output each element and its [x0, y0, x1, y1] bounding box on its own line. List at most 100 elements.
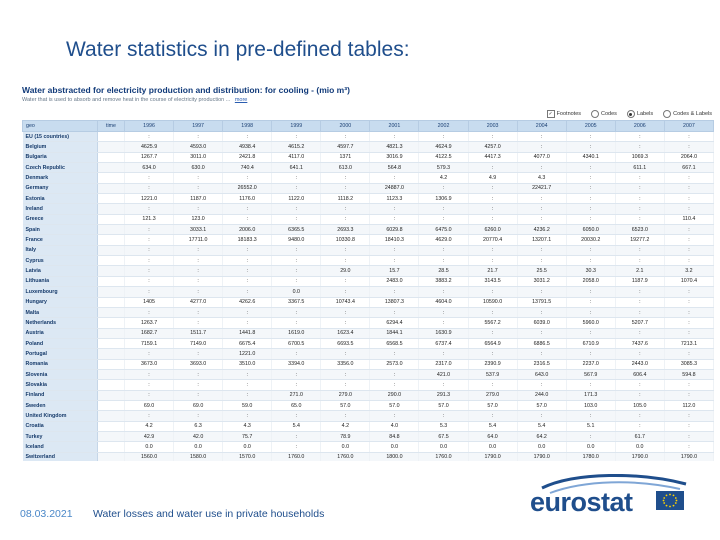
table-cell: :: [615, 131, 665, 143]
table-cell: :: [369, 379, 420, 391]
table-cell: [97, 328, 125, 339]
table-cell: :: [222, 286, 273, 298]
table-cell: :: [173, 131, 224, 143]
table-cell: :: [124, 234, 175, 246]
table-cell: 5.4: [517, 421, 567, 432]
table-cell: 5.3: [418, 421, 469, 432]
row-label: Spain: [22, 224, 98, 236]
table-cell: 0.0: [369, 441, 420, 453]
table-cell: 3367.5: [271, 297, 322, 308]
table-cell: 3693.0: [173, 359, 224, 370]
dataset-description: Water that is used to absorb and remove …: [22, 97, 231, 103]
table-cell: 291.3: [418, 390, 469, 401]
table-row: Malta::::::::::::: [22, 307, 715, 319]
radio-selected-icon[interactable]: [626, 110, 635, 118]
table-cell: [97, 183, 125, 195]
table-cell: 6564.9: [468, 338, 518, 350]
column-header[interactable]: time: [97, 120, 125, 132]
column-header[interactable]: 2002: [418, 120, 469, 132]
table-cell: 57.0: [369, 400, 420, 412]
table-cell: 6675.4: [222, 338, 273, 350]
column-header[interactable]: 2001: [369, 120, 420, 132]
more-link[interactable]: more: [234, 97, 248, 103]
table-cell: 606.4: [615, 369, 665, 381]
table-cell: :: [615, 297, 665, 308]
option-labels[interactable]: Labels: [626, 110, 653, 118]
column-header[interactable]: 1996: [123, 120, 175, 132]
table-cell: 6475.0: [418, 224, 469, 236]
table-cell: :: [664, 431, 715, 443]
table-cell: 10330.8: [320, 234, 371, 246]
table-cell: :: [124, 245, 175, 257]
table-cell: :: [517, 286, 567, 298]
table-row: Netherlands 1263.7::::6294.4:5567.2 6039.0…: [22, 317, 715, 329]
column-header[interactable]: geo: [22, 120, 98, 132]
table-cell: :: [615, 245, 665, 257]
table-cell: 64.0: [468, 431, 518, 443]
option-codes[interactable]: Codes: [591, 110, 617, 118]
table-cell: 271.0: [271, 390, 322, 401]
table-cell: [97, 359, 125, 370]
table-cell: 613.0: [320, 162, 371, 174]
column-header[interactable]: 1999: [271, 120, 322, 132]
checkbox-checked-icon[interactable]: ✓: [546, 110, 555, 118]
table-row: Lithuania:::::2483.0 3883.2 3143.5 3031.2 20…: [22, 276, 715, 288]
row-label: Estonia: [22, 193, 98, 205]
table-cell: :: [517, 328, 567, 339]
column-header[interactable]: 2007: [663, 120, 715, 132]
table-row: Latvia::::29.0 15.7 28.5 21.7 25.5 30.3 2.1 3.2: [22, 265, 715, 277]
table-cell: [97, 441, 125, 453]
column-header[interactable]: 2005: [565, 120, 616, 132]
table-cell: :: [173, 369, 224, 381]
column-header[interactable]: 2004: [516, 120, 567, 132]
table-row: Czech Republic 634.0 630.0 740.4 641.1 613.0 5…: [22, 162, 715, 174]
row-label: Turkey: [22, 431, 98, 443]
column-header[interactable]: 2000: [320, 120, 371, 132]
column-header[interactable]: 1998: [222, 120, 273, 132]
radio-icon[interactable]: [663, 110, 672, 118]
table-cell: 4821.3: [369, 141, 420, 153]
table-cell: :: [271, 214, 322, 226]
table-cell: :: [418, 286, 469, 298]
table-cell: :: [222, 307, 273, 319]
table-cell: :: [664, 441, 715, 453]
table-cell: :: [173, 410, 224, 422]
table-cell: 1371: [320, 152, 371, 164]
table-cell: :: [271, 441, 322, 453]
table-cell: 4257.0: [468, 141, 518, 153]
table-cell: 61.7: [615, 431, 665, 443]
table-cell: :: [124, 183, 175, 195]
table-cell: :: [124, 348, 175, 360]
table-cell: :: [418, 317, 469, 329]
table-cell: 279.0: [468, 390, 518, 401]
radio-icon[interactable]: [591, 110, 600, 118]
table-cell: 1790.0: [615, 452, 665, 461]
table-cell: :: [566, 162, 616, 174]
table-cell: [97, 141, 125, 153]
table-cell: 3.2: [664, 265, 715, 277]
table-cell: :: [173, 379, 224, 391]
table-cell: :: [468, 214, 518, 226]
table-cell: :: [517, 203, 567, 215]
column-header[interactable]: 2003: [467, 120, 518, 132]
row-label: Lithuania: [22, 276, 98, 288]
option-codes-labels[interactable]: Codes & Labels: [663, 110, 712, 118]
table-cell: 103.0: [566, 400, 616, 412]
table-cell: 18410.3: [369, 234, 420, 246]
row-label: Denmark: [22, 172, 98, 184]
table-cell: 5.4: [468, 421, 518, 432]
table-cell: 5.1: [566, 421, 616, 432]
table-cell: :: [124, 286, 175, 298]
table-cell: [97, 400, 125, 412]
column-header[interactable]: 2006: [614, 120, 665, 132]
table-cell: 1760.0: [271, 452, 322, 461]
table-cell: :: [664, 234, 715, 246]
column-header[interactable]: 1997: [173, 120, 224, 132]
table-cell: 2006.0: [222, 224, 273, 236]
table-cell: :: [271, 276, 322, 288]
option-footnotes[interactable]: ✓ Footnotes: [546, 110, 581, 118]
row-label: Czech Republic: [22, 162, 98, 174]
table-cell: :: [418, 255, 469, 267]
table-cell: :: [517, 410, 567, 422]
table-cell: 1069.3: [615, 152, 665, 164]
